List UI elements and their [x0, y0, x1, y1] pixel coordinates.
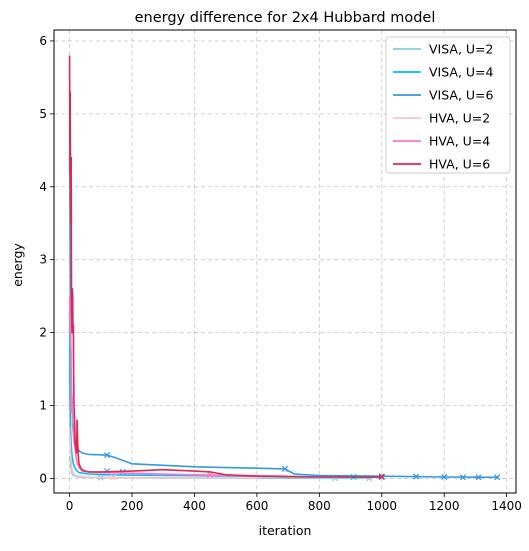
- y-tick-label: 5: [39, 107, 47, 121]
- y-tick-label: 6: [39, 34, 47, 48]
- series-line-4: [68, 427, 257, 479]
- x-tick-label: 400: [183, 499, 206, 513]
- series-marker: [459, 474, 466, 481]
- chart-title: energy difference for 2x4 Hubbard model: [135, 10, 436, 26]
- y-axis-label: energy: [10, 243, 25, 287]
- x-tick-label: 600: [245, 499, 268, 513]
- y-tick-label: 4: [39, 180, 47, 194]
- series-line-2: [68, 310, 382, 479]
- legend-label: HVA, U=6: [429, 157, 490, 172]
- x-tick-label: 1400: [491, 499, 522, 513]
- series-marker: [207, 471, 214, 478]
- x-tick-label: 800: [308, 499, 331, 513]
- legend: VISA, U=2 VISA, U=4 VISA, U=6 HVA, U=2 HVA, …: [385, 36, 511, 174]
- legend-entries: VISA, U=2 VISA, U=4 VISA, U=6 HVA, U=2 HVA, …: [393, 42, 494, 172]
- legend-label: VISA, U=6: [429, 88, 494, 103]
- series-marker: [441, 473, 448, 481]
- legend-label: VISA, U=2: [429, 42, 493, 57]
- y-tick-label: 0: [39, 471, 47, 485]
- x-tick-label: 1200: [429, 499, 460, 513]
- y-tick-label: 2: [39, 326, 47, 340]
- series-marker: [378, 473, 385, 481]
- series-marker: [494, 474, 501, 481]
- legend-label: HVA, U=2: [429, 111, 490, 126]
- series-layer: [68, 55, 501, 482]
- legend-box: [385, 36, 511, 174]
- legend-label: VISA, U=4: [429, 65, 494, 80]
- series-marker: [104, 452, 111, 459]
- y-tick-label: 1: [39, 399, 47, 413]
- series-marker: [475, 474, 482, 481]
- plot-frame: [53, 29, 517, 494]
- series-marker: [110, 474, 117, 481]
- x-tick-label: 0: [66, 499, 74, 513]
- x-tick-label: 200: [121, 499, 144, 513]
- series-line-6: [68, 55, 382, 478]
- y-tick-label: 3: [39, 253, 47, 267]
- x-axis-label: iteration: [259, 523, 312, 538]
- x-tick-label: 1000: [366, 499, 397, 513]
- legend-label: HVA, U=4: [429, 134, 490, 149]
- ticks: 0 200 400 600 800 1000 1200 1400 0 1 2 3 4 5 6: [39, 34, 522, 513]
- series-marker: [413, 473, 420, 480]
- series-marker: [281, 465, 289, 472]
